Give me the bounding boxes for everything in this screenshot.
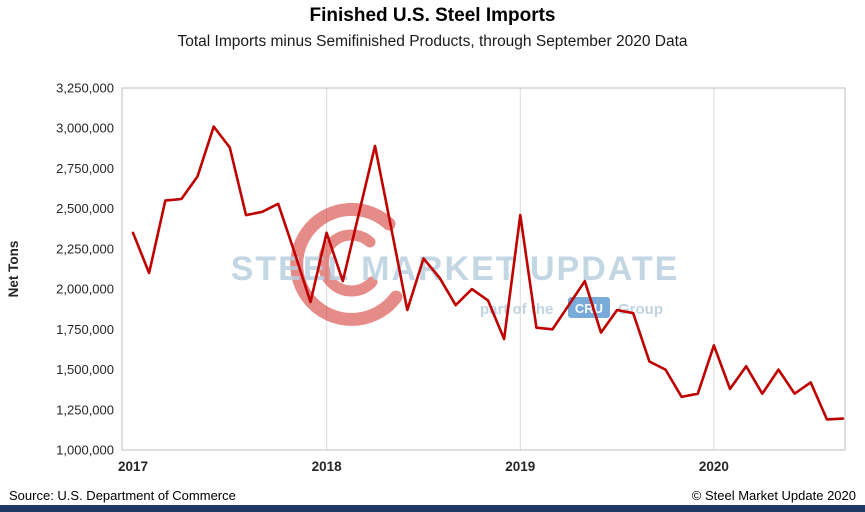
y-tick-label: 2,750,000 (56, 161, 114, 176)
watermark-swirl-outer (290, 202, 403, 326)
y-tick-label: 2,250,000 (56, 241, 114, 256)
watermark-main-text: STEEL MARKET UPDATE (231, 250, 680, 288)
chart-subtitle: Total Imports minus Semifinished Product… (177, 33, 688, 50)
x-tick-label: 2019 (505, 459, 535, 474)
watermark-badge-text: CRU (575, 301, 603, 316)
y-tick-label: 1,250,000 (56, 402, 114, 417)
y-tick-label: 3,000,000 (56, 121, 114, 136)
plot-border (121, 87, 846, 451)
x-tick-label: 2020 (699, 459, 729, 474)
chart-title: Finished U.S. Steel Imports (309, 5, 556, 26)
copyright-note: © Steel Market Update 2020 (691, 488, 856, 503)
bottom-bar (0, 505, 865, 512)
watermark-cru-badge (568, 297, 610, 318)
y-tick-label: 3,250,000 (56, 81, 114, 96)
x-tick-label: 2018 (312, 459, 343, 474)
imports-line (131, 125, 845, 421)
source-note: Source: U.S. Department of Commerce (9, 488, 236, 503)
y-tick-label: 1,750,000 (56, 322, 114, 337)
y-axis-title: Net Tons (6, 241, 21, 298)
y-tick-label: 2,000,000 (56, 282, 114, 297)
watermark-sub-suffix: Group (618, 301, 663, 318)
chart-footer: Source: U.S. Department of Commerce © St… (0, 488, 865, 503)
x-tick-label: 2017 (118, 459, 148, 474)
y-tick-label: 1,500,000 (56, 362, 114, 377)
y-tick-label: 1,000,000 (56, 443, 114, 458)
y-tick-label: 2,500,000 (56, 201, 114, 216)
